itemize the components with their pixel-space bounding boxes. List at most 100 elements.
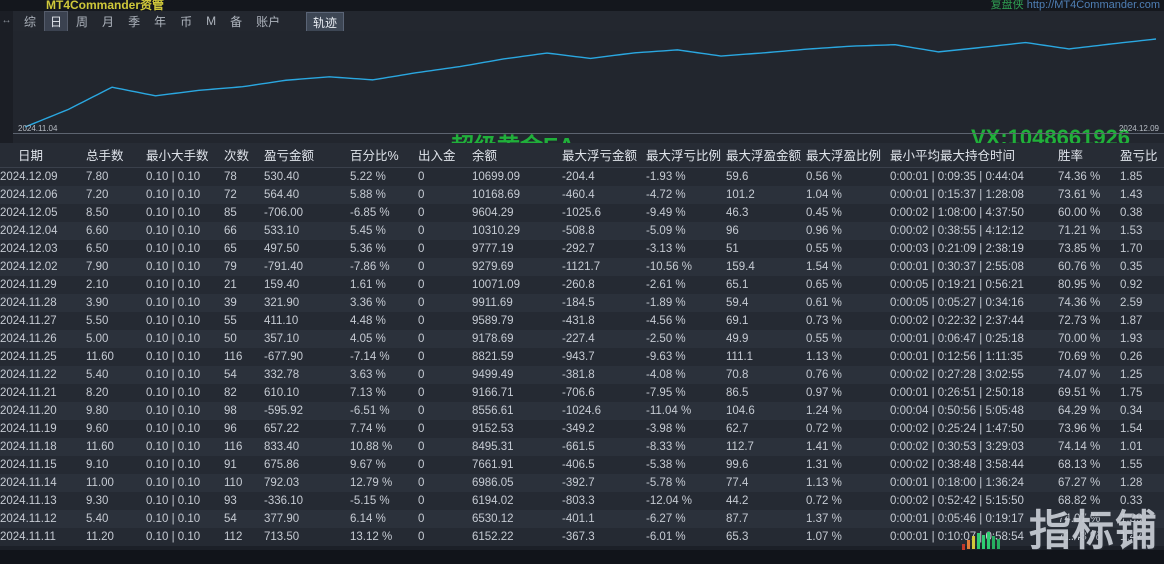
cell-minmax: 0.10 | 0.10: [146, 492, 224, 510]
toolbar-item-ri[interactable]: 日: [44, 10, 69, 32]
cell-mdd_pct: -3.98 %: [646, 420, 726, 438]
table-row[interactable]: 2024.12.05 8.50 0.10 | 0.10 85 -706.00 -6.85 …: [0, 204, 1164, 222]
toolbar-item-bei[interactable]: 备: [230, 14, 243, 29]
table-row[interactable]: 2024.11.14 11.00 0.10 | 0.10 110 792.03 12.79…: [0, 474, 1164, 492]
cell-mdd_pct: -4.56 %: [646, 312, 726, 330]
cell-inout: 0: [418, 474, 472, 492]
col-total-lots[interactable]: 总手数: [86, 143, 146, 168]
table-row[interactable]: 2024.12.04 6.60 0.10 | 0.10 66 533.10 5.45 % 0…: [0, 222, 1164, 240]
cell-ratio: 0.35: [1120, 258, 1164, 276]
cell-balance: 9777.19: [472, 240, 562, 258]
table-row[interactable]: 2024.11.22 5.40 0.10 | 0.10 54 332.78 3.63 % 0…: [0, 366, 1164, 384]
chart-start-date: 2024.11.04: [18, 124, 58, 133]
cell-balance: 9499.49: [472, 366, 562, 384]
table-row[interactable]: 2024.11.27 5.50 0.10 | 0.10 55 411.10 4.48 % 0…: [0, 312, 1164, 330]
toolbar-item-bi[interactable]: 币: [180, 14, 193, 29]
cell-pct: 5.36 %: [350, 240, 418, 258]
cell-mdd_amt: -943.7: [562, 348, 646, 366]
table-row[interactable]: 2024.11.13 9.30 0.10 | 0.10 93 -336.10 -5.15 …: [0, 492, 1164, 510]
col-max-float-profit-pct[interactable]: 最大浮盈比例: [806, 143, 890, 168]
toolbar-item-ji[interactable]: 季: [128, 14, 141, 29]
cell-ratio: 1.28: [1120, 474, 1164, 492]
cell-mdd_amt: -431.8: [562, 312, 646, 330]
table-row[interactable]: 2024.11.26 5.00 0.10 | 0.10 50 357.10 4.05 % 0…: [0, 330, 1164, 348]
statistics-table: 日期 总手数 最小大手数 次数 盈亏金额 百分比% 出入金 余额 最大浮亏金额 …: [0, 143, 1164, 546]
col-max-float-loss-pct[interactable]: 最大浮亏比例: [646, 143, 726, 168]
cell-mdd_amt: -803.3: [562, 492, 646, 510]
cell-mup_amt: 49.9: [726, 330, 806, 348]
cell-pl: -791.40: [264, 258, 350, 276]
col-pl-ratio[interactable]: 盈亏比: [1120, 143, 1164, 168]
table-row[interactable]: 2024.12.09 7.80 0.10 | 0.10 78 530.40 5.22 % 0…: [0, 167, 1164, 186]
cell-mdd_amt: -401.1: [562, 510, 646, 528]
toolbar-period-items: 综 日 周 月 季 年 币 M 备 账户: [18, 10, 288, 32]
toolbar-item-m[interactable]: M: [206, 14, 217, 28]
col-count[interactable]: 次数: [224, 143, 264, 168]
table-row[interactable]: 2024.12.03 6.50 0.10 | 0.10 65 497.50 5.36 % 0…: [0, 240, 1164, 258]
cell-pct: 1.61 %: [350, 276, 418, 294]
cell-mdd_pct: -2.50 %: [646, 330, 726, 348]
table-row[interactable]: 2024.11.21 8.20 0.10 | 0.10 82 610.10 7.13 % 0…: [0, 384, 1164, 402]
tab-trajectory[interactable]: 轨迹: [306, 12, 345, 33]
cell-pct: -7.86 %: [350, 258, 418, 276]
cell-inout: 0: [418, 366, 472, 384]
col-min-max-lots[interactable]: 最小大手数: [146, 143, 224, 168]
table-row[interactable]: 2024.12.06 7.20 0.10 | 0.10 72 564.40 5.88 % 0…: [0, 186, 1164, 204]
cell-mdd_amt: -184.5: [562, 294, 646, 312]
cell-minmax: 0.10 | 0.10: [146, 240, 224, 258]
cell-pl: 833.40: [264, 438, 350, 456]
cell-count: 116: [224, 438, 264, 456]
cell-mup_amt: 112.7: [726, 438, 806, 456]
cell-count: 110: [224, 474, 264, 492]
toolbar-item-zhou[interactable]: 周: [76, 14, 89, 29]
toolbar-item-nian[interactable]: 年: [154, 14, 167, 29]
cell-ratio: 0.33: [1120, 492, 1164, 510]
statistics-table-area[interactable]: 日期 总手数 最小大手数 次数 盈亏金额 百分比% 出入金 余额 最大浮亏金额 …: [0, 143, 1164, 546]
table-row[interactable]: 2024.11.15 9.10 0.10 | 0.10 91 675.86 9.67 % 0…: [0, 456, 1164, 474]
col-hold-time[interactable]: 最小平均最大持仓时间: [890, 143, 1058, 168]
col-percent[interactable]: 百分比%: [350, 143, 418, 168]
expand-arrows-icon[interactable]: ↔: [0, 11, 13, 31]
col-date[interactable]: 日期: [0, 143, 86, 168]
cell-lots: 11.20: [86, 528, 146, 546]
table-row[interactable]: 2024.11.19 9.60 0.10 | 0.10 96 657.22 7.74 % 0…: [0, 420, 1164, 438]
table-row[interactable]: 2024.11.20 9.80 0.10 | 0.10 98 -595.92 -6.51 …: [0, 402, 1164, 420]
table-row[interactable]: 2024.11.28 3.90 0.10 | 0.10 39 321.90 3.36 % 0…: [0, 294, 1164, 312]
col-win-rate[interactable]: 胜率: [1058, 143, 1120, 168]
table-row[interactable]: 2024.11.12 5.40 0.10 | 0.10 54 377.90 6.14 % 0…: [0, 510, 1164, 528]
col-max-float-loss-amt[interactable]: 最大浮亏金额: [562, 143, 646, 168]
table-row[interactable]: 2024.11.25 11.60 0.10 | 0.10 116 -677.90 -7.1…: [0, 348, 1164, 366]
cell-inout: 0: [418, 258, 472, 276]
cell-mup_pct: 1.07 %: [806, 528, 890, 546]
cell-pl: 321.90: [264, 294, 350, 312]
vx-contact-overlay: VX:1048661926: [971, 125, 1131, 145]
toolbar-item-yue[interactable]: 月: [102, 14, 115, 29]
cell-hold: 0:00:02 | 0:52:42 | 5:15:50: [890, 492, 1058, 510]
table-row[interactable]: 2024.11.11 11.20 0.10 | 0.10 112 713.50 13.12…: [0, 528, 1164, 546]
cell-date: 2024.11.12: [0, 510, 86, 528]
cell-balance: 8556.61: [472, 402, 562, 420]
cell-balance: 6530.12: [472, 510, 562, 528]
cell-count: 66: [224, 222, 264, 240]
cell-mup_amt: 77.4: [726, 474, 806, 492]
cell-mdd_amt: -1024.6: [562, 402, 646, 420]
table-row[interactable]: 2024.12.02 7.90 0.10 | 0.10 79 -791.40 -7.86 …: [0, 258, 1164, 276]
cell-win: 73.85 %: [1058, 240, 1120, 258]
cell-mdd_amt: -349.2: [562, 420, 646, 438]
toolbar-item-account[interactable]: 账户: [256, 14, 281, 29]
cell-mup_pct: 1.24 %: [806, 402, 890, 420]
col-max-float-profit-amt[interactable]: 最大浮盈金额: [726, 143, 806, 168]
col-balance[interactable]: 余额: [472, 143, 562, 168]
cell-ratio: 0.92: [1120, 276, 1164, 294]
cell-mdd_pct: -1.89 %: [646, 294, 726, 312]
cell-pct: 4.48 %: [350, 312, 418, 330]
cell-balance: 10071.09: [472, 276, 562, 294]
cell-balance: 10310.29: [472, 222, 562, 240]
col-deposit[interactable]: 出入金: [418, 143, 472, 168]
toolbar-item-zong[interactable]: 综: [24, 14, 37, 29]
cell-date: 2024.11.26: [0, 330, 86, 348]
col-profit-loss[interactable]: 盈亏金额: [264, 143, 350, 168]
table-row[interactable]: 2024.11.18 11.60 0.10 | 0.10 116 833.40 10.88…: [0, 438, 1164, 456]
table-row[interactable]: 2024.11.29 2.10 0.10 | 0.10 21 159.40 1.61 % 0…: [0, 276, 1164, 294]
cell-pl: 610.10: [264, 384, 350, 402]
